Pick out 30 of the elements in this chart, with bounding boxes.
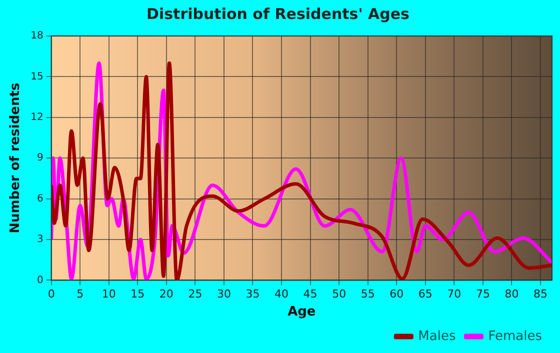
- x-tick-label: 45: [303, 288, 318, 301]
- y-tick-label: 6: [36, 193, 44, 204]
- x-tick-label: 30: [216, 288, 231, 301]
- x-tick-label: 35: [246, 288, 260, 301]
- x-tick-label: 50: [332, 288, 346, 301]
- x-tick-label: 80: [504, 288, 519, 301]
- x-tick-label: 40: [274, 288, 289, 301]
- x-tick-label: 5: [76, 288, 84, 301]
- x-tick-label: 0: [48, 288, 55, 301]
- x-tick-label: 75: [476, 288, 490, 301]
- x-axis-title: Age: [288, 304, 316, 320]
- x-tick-label: 70: [447, 288, 462, 301]
- y-tick-label: 12: [30, 112, 44, 123]
- chart-title: Distribution of Residents' Ages: [146, 4, 410, 23]
- x-tick-label: 25: [188, 288, 202, 301]
- y-tick-label: 3: [36, 234, 44, 246]
- x-tick-label: 85: [533, 288, 548, 301]
- x-tick-label: 55: [360, 288, 375, 301]
- legend-label: Females: [488, 328, 542, 344]
- legend-label: Males: [418, 328, 456, 344]
- x-tick-label: 10: [102, 288, 116, 301]
- y-axis-title: Number of residents: [8, 82, 24, 234]
- x-tick-label: 15: [130, 288, 145, 301]
- y-tick-label: 0: [36, 274, 44, 286]
- y-tick-label: 18: [30, 30, 44, 42]
- x-tick-label: 20: [159, 288, 174, 301]
- x-tick-label: 60: [390, 288, 404, 301]
- y-tick-label: 15: [30, 71, 44, 82]
- y-tick-label: 9: [36, 152, 44, 164]
- x-tick-label: 65: [418, 288, 432, 301]
